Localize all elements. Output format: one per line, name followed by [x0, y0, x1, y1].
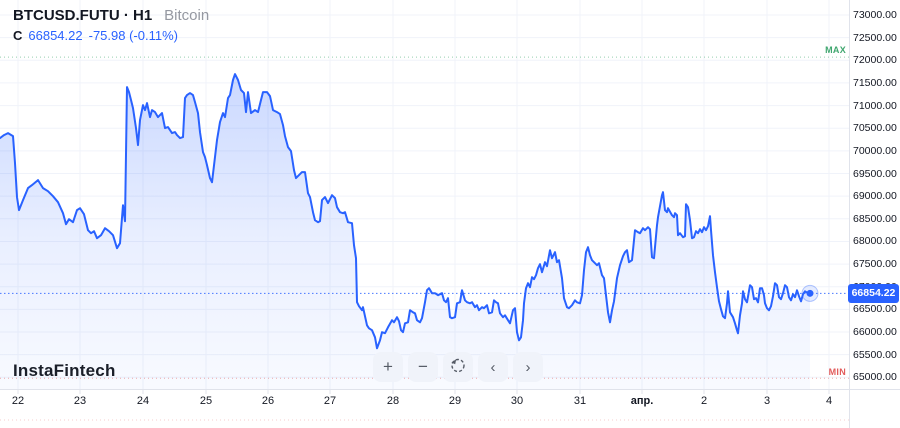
close-change: -75.98 (-0.11%): [88, 28, 178, 43]
time-axis-label: 22: [11, 395, 25, 407]
time-axis-label: 28: [386, 395, 400, 407]
time-axis-label: 27: [323, 395, 337, 407]
time-axis-label: 25: [199, 395, 213, 407]
chart-toolbar: + − ‹ ›: [373, 352, 543, 382]
time-axis[interactable]: 22 23 24 25 26 27 28 29 30 31 апр. 2 3 4: [0, 389, 849, 428]
time-axis-label: 23: [73, 395, 87, 407]
time-axis-label: апр.: [630, 395, 654, 407]
last-point-marker: [806, 289, 814, 297]
price-axis-label: 71000.00: [853, 99, 897, 112]
pan-left-button[interactable]: ‹: [478, 352, 508, 382]
price-axis-label: 72000.00: [853, 54, 897, 67]
time-axis-label: 26: [261, 395, 275, 407]
chevron-right-icon: ›: [525, 358, 531, 376]
price-axis[interactable]: 73000.00 72500.00 72000.00 71500.00 71000.00…: [849, 0, 900, 389]
price-axis-label: 66000.00: [853, 326, 897, 338]
time-axis-label: 3: [763, 395, 771, 407]
reset-icon: [449, 356, 467, 379]
close-price: 66854.22: [28, 28, 83, 43]
chevron-left-icon: ‹: [490, 358, 496, 376]
time-axis-label: 30: [510, 395, 524, 407]
price-axis-label: 73000.00: [853, 9, 897, 21]
plus-icon: +: [383, 357, 393, 376]
zoom-out-button[interactable]: −: [408, 352, 438, 382]
asset-name: Bitcoin: [164, 7, 210, 24]
price-axis-label: 69500.00: [853, 167, 897, 180]
time-axis-label: 2: [700, 395, 708, 407]
close-label: C: [13, 28, 23, 43]
minus-icon: −: [418, 357, 428, 376]
price-line: [0, 73, 811, 350]
price-axis-label: 72500.00: [853, 31, 897, 44]
price-axis-label: 71500.00: [853, 76, 897, 89]
current-price-badge: 66854.22: [848, 283, 899, 303]
min-level-label: MIN: [828, 367, 846, 378]
price-axis-label: 68000.00: [853, 235, 897, 248]
reset-view-button[interactable]: [443, 352, 473, 382]
chart-legend: BTCUSD.FUTU · H1 Bitcoin C 66854.22 -75.98 …: [13, 6, 209, 44]
pan-right-button[interactable]: ›: [513, 352, 543, 382]
price-axis-label: 67500.00: [853, 258, 897, 271]
price-axis-label: 70000.00: [853, 144, 897, 157]
time-axis-border: [0, 389, 900, 390]
symbol-title: BTCUSD.FUTU · H1: [13, 7, 153, 24]
time-axis-label: 4: [825, 395, 833, 407]
price-axis-label: 68500.00: [853, 212, 897, 225]
instafintech-logo: InstaFintech: [13, 361, 116, 380]
price-axis-label: 66500.00: [853, 303, 897, 316]
price-axis-label: 69000.00: [853, 190, 897, 203]
zoom-in-button[interactable]: +: [373, 352, 403, 382]
time-axis-label: 24: [136, 395, 150, 407]
price-axis-label: 65500.00: [853, 348, 897, 361]
time-axis-label: 29: [448, 395, 462, 407]
price-axis-border: [849, 0, 850, 428]
price-axis-label: 70500.00: [853, 122, 897, 135]
time-axis-label: 31: [573, 395, 587, 407]
price-axis-label: 65000.00: [853, 371, 897, 384]
max-level-label: MAX: [825, 45, 846, 56]
